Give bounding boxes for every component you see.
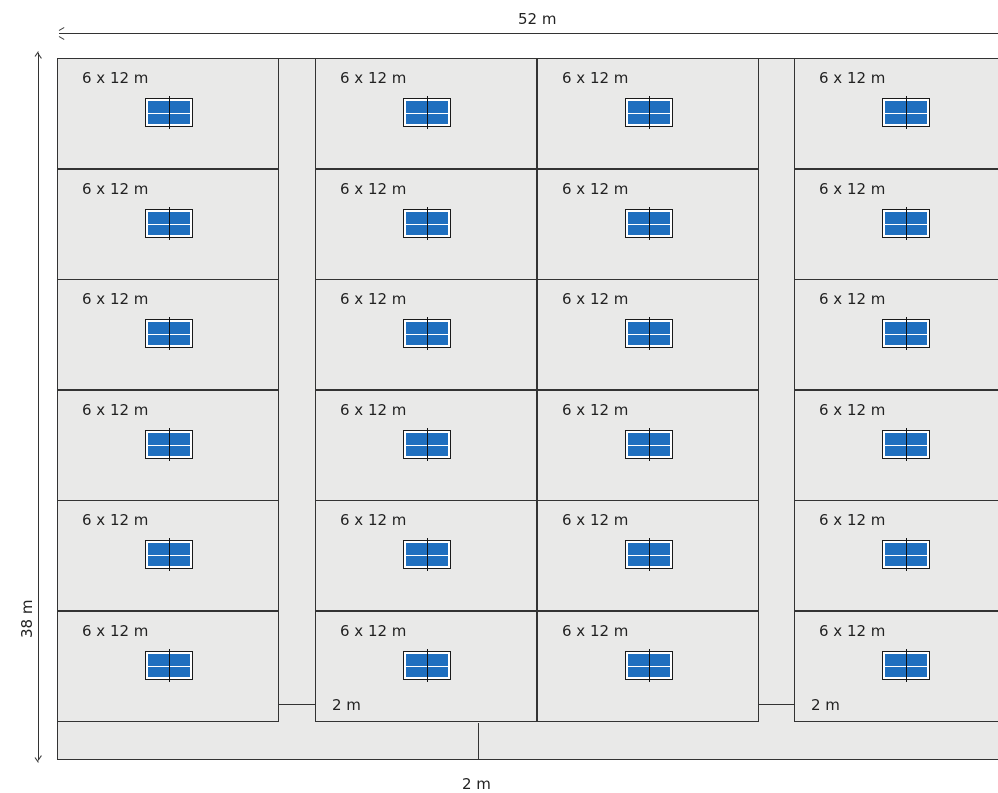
court-r1-c1: 6 x 12 m [57, 58, 279, 169]
court-size-label: 6 x 12 m [340, 290, 407, 308]
court-r6-c2: 6 x 12 m [315, 611, 537, 722]
court-size-label: 6 x 12 m [819, 290, 886, 308]
court-r5-c1: 6 x 12 m [57, 500, 279, 611]
aisle-2-width-label: 2 m [811, 696, 840, 714]
court-r5-c4: 6 x 12 m [794, 500, 998, 611]
ping-pong-table-icon [625, 317, 673, 350]
court-size-label: 6 x 12 m [82, 180, 149, 198]
bottom-aisle-width-label: 2 m [462, 775, 491, 793]
ping-pong-table-icon [625, 96, 673, 129]
width-dimension-line [59, 33, 998, 34]
ping-pong-table-icon [882, 428, 930, 461]
ping-pong-table-icon [145, 428, 193, 461]
ping-pong-table-icon [403, 207, 451, 240]
court-size-label: 6 x 12 m [82, 290, 149, 308]
court-size-label: 6 x 12 m [562, 290, 629, 308]
court-size-label: 6 x 12 m [340, 69, 407, 87]
aisle-2-dimension-line [759, 704, 794, 705]
ping-pong-table-icon [882, 96, 930, 129]
court-r4-c4: 6 x 12 m [794, 390, 998, 501]
aisle-1-width-label: 2 m [332, 696, 361, 714]
ping-pong-table-icon [625, 538, 673, 571]
ping-pong-table-icon [625, 649, 673, 682]
court-r6-c1: 6 x 12 m [57, 611, 279, 722]
ping-pong-table-icon [882, 649, 930, 682]
court-size-label: 6 x 12 m [340, 180, 407, 198]
width-dimension-arrow-left-lower [58, 36, 65, 40]
ping-pong-table-icon [403, 96, 451, 129]
ping-pong-table-icon [145, 317, 193, 350]
court-size-label: 6 x 12 m [82, 511, 149, 529]
ping-pong-table-icon [882, 317, 930, 350]
court-r4-c2: 6 x 12 m [315, 390, 537, 501]
court-size-label: 6 x 12 m [819, 511, 886, 529]
ping-pong-table-icon [403, 428, 451, 461]
court-r6-c3: 6 x 12 m [537, 611, 759, 722]
court-r3-c3: 6 x 12 m [537, 279, 759, 390]
height-dimension-line [38, 53, 39, 760]
court-size-label: 6 x 12 m [562, 622, 629, 640]
court-size-label: 6 x 12 m [82, 69, 149, 87]
width-dimension-arrow-left [58, 27, 65, 31]
court-size-label: 6 x 12 m [340, 401, 407, 419]
court-size-label: 6 x 12 m [562, 401, 629, 419]
court-r3-c4: 6 x 12 m [794, 279, 998, 390]
court-r3-c2: 6 x 12 m [315, 279, 537, 390]
court-size-label: 6 x 12 m [82, 401, 149, 419]
court-r5-c3: 6 x 12 m [537, 500, 759, 611]
ping-pong-table-icon [145, 538, 193, 571]
ping-pong-table-icon [403, 538, 451, 571]
court-r2-c1: 6 x 12 m [57, 169, 279, 280]
bottom-aisle-dimension-line [478, 723, 479, 760]
ping-pong-table-icon [403, 317, 451, 350]
court-size-label: 6 x 12 m [819, 622, 886, 640]
court-size-label: 6 x 12 m [82, 622, 149, 640]
court-size-label: 6 x 12 m [340, 622, 407, 640]
court-size-label: 6 x 12 m [819, 180, 886, 198]
ping-pong-table-icon [403, 649, 451, 682]
ping-pong-table-icon [625, 428, 673, 461]
aisle-1-dimension-line [279, 704, 315, 705]
ping-pong-table-icon [145, 96, 193, 129]
court-r3-c1: 6 x 12 m [57, 279, 279, 390]
court-size-label: 6 x 12 m [340, 511, 407, 529]
ping-pong-table-icon [882, 538, 930, 571]
ping-pong-table-icon [882, 207, 930, 240]
court-r4-c3: 6 x 12 m [537, 390, 759, 501]
court-r2-c2: 6 x 12 m [315, 169, 537, 280]
hall-floor: 6 x 12 m 6 x 12 m 6 x 12 m 6 x 12 m 6 x 12 m… [57, 58, 998, 760]
court-r1-c3: 6 x 12 m [537, 58, 759, 169]
court-r2-c3: 6 x 12 m [537, 169, 759, 280]
court-r5-c2: 6 x 12 m [315, 500, 537, 611]
overall-height-label: 38 m [18, 599, 36, 638]
court-r4-c1: 6 x 12 m [57, 390, 279, 501]
ping-pong-table-icon [625, 207, 673, 240]
court-size-label: 6 x 12 m [562, 511, 629, 529]
court-r1-c2: 6 x 12 m [315, 58, 537, 169]
ping-pong-table-icon [145, 207, 193, 240]
court-r6-c4: 6 x 12 m [794, 611, 998, 722]
court-size-label: 6 x 12 m [562, 69, 629, 87]
ping-pong-table-icon [145, 649, 193, 682]
court-r2-c4: 6 x 12 m [794, 169, 998, 280]
court-size-label: 6 x 12 m [819, 69, 886, 87]
overall-width-label: 52 m [518, 10, 557, 28]
court-size-label: 6 x 12 m [819, 401, 886, 419]
court-size-label: 6 x 12 m [562, 180, 629, 198]
court-r1-c4: 6 x 12 m [794, 58, 998, 169]
